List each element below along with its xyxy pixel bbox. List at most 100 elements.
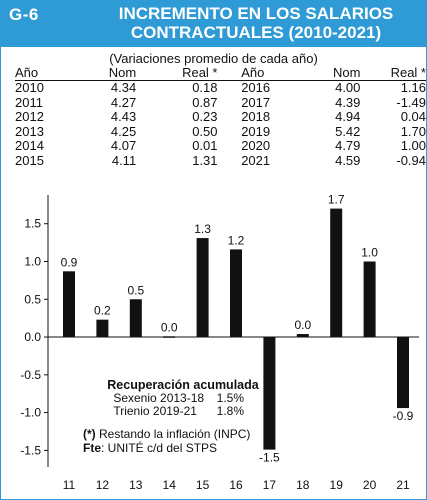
real-cell: 0.18 [192,80,218,95]
recovery-title: Recuperación acumulada [107,378,259,392]
header-real-1: Real * [136,65,218,81]
year-cell: 2017 [241,94,271,110]
nom-cell: 4.43 [110,109,137,125]
recovery-label: Trienio 2019-21 [113,404,197,418]
table-row: 2014 4.07 0.01 2020 4.79 1.00 [15,139,426,154]
header-year-2: Año [241,65,282,81]
figure-id: G-6 [9,5,39,24]
nom-cell: 4.07 [110,138,137,154]
inflation-note: (*) Restando la inflación (INPC) [83,427,250,441]
table-row: 2010 4.34 0.18 2016 4.00 1.16 [15,80,426,96]
data-label: 0.0 [294,318,311,332]
nom-cell: 4.00 [335,80,361,95]
bar [296,334,309,338]
real-cell: 1.31 [192,152,218,168]
nom-cell: 4.94 [335,109,361,125]
x-tick-label: 17 [263,478,277,492]
nom-cell: 4.27 [110,94,137,110]
year-cell: 2015 [15,152,44,168]
year-cell: 2013 [15,123,44,139]
recovery-row: Sexenio 2013-18 1.5% [83,392,283,405]
x-tick-label: 20 [363,478,377,492]
x-tick-label: 12 [96,478,110,492]
title-line-1: INCREMENTO EN LOS SALARIOS [118,4,394,23]
nom-cell: 4.39 [335,94,361,110]
x-tick-label: 15 [196,478,210,492]
year-cell: 2020 [241,138,271,154]
y-tick-label: -0.5 [20,368,41,382]
data-label: 1.2 [228,233,245,247]
y-tick-label: 0.5 [24,292,41,306]
nom-cell: 4.79 [335,138,361,154]
real-cell: 1.00 [400,138,426,154]
year-cell: 2014 [15,138,44,154]
real-cell: 0.87 [192,94,218,110]
nom-cell: 4.25 [110,123,137,139]
bar [330,208,343,338]
chart-subtitle: (Variaciones promedio de cada año) [109,51,318,66]
year-cell: 2016 [241,80,271,95]
table-body: 2010 4.34 0.18 2016 4.00 1.16 2011 4.27 0.87 2017… [15,80,426,169]
bar [397,337,409,409]
source-text: : UNITÉ c/d del STPS [101,441,218,455]
real-cell: 0.01 [192,138,218,154]
x-tick-label: 13 [129,478,143,492]
data-label: 0.5 [127,283,144,297]
nom-cell: 4.11 [111,152,137,168]
x-tick-label: 18 [296,478,310,492]
bar [96,319,109,338]
x-tick-label: 21 [396,478,410,492]
x-tick-label: 19 [330,478,344,492]
real-cell: 0.23 [192,109,218,125]
bar [263,337,276,450]
x-tick-label: 14 [163,478,177,492]
real-cell: 1.70 [400,123,426,139]
bar [363,261,376,338]
title-line-2: CONTRACTUALES (2010-2021) [130,23,382,42]
y-tick-label: 1.5 [24,217,41,231]
source-label: Fte [83,441,101,455]
bar [163,336,176,338]
bar [129,299,142,338]
data-label: 0.2 [94,304,111,318]
recovery-label: Sexenio 2013-18 [113,391,205,405]
table-row: 2012 4.43 0.23 2018 4.94 0.04 [15,110,426,125]
recovery-row: Trienio 2019-21 1.8% [83,405,283,418]
year-cell: 2019 [241,123,271,139]
recovery-value: 1.5% [216,391,245,405]
x-tick-label: 11 [63,478,76,492]
data-label: 0.9 [61,255,78,269]
data-label: 1.7 [328,193,345,207]
header-gap [217,65,242,81]
table-row: 2013 4.25 0.50 2019 5.42 1.70 [15,123,426,140]
bar [230,249,242,338]
y-tick-label: -1.0 [20,406,41,420]
header-real-2: Real * [360,65,426,81]
data-label: -1.5 [259,451,280,465]
nom-cell: 4.59 [335,152,361,168]
year-cell: 2011 [15,94,43,110]
real-cell: -0.94 [396,152,426,168]
data-label: -0.9 [393,409,414,423]
y-tick-label: -1.5 [20,443,41,457]
year-cell: 2012 [15,109,44,125]
real-cell: 0.04 [400,109,426,125]
real-cell: -1.49 [396,94,426,110]
inflation-note-text: Restando la inflación (INPC) [95,427,251,441]
year-cell: 2010 [15,80,44,95]
data-label: 0.0 [161,320,178,334]
header-nom-1: Nom [54,65,137,81]
table-row: 2015 4.11 1.31 2021 4.59 -0.94 [15,152,426,169]
chart-title: INCREMENTO EN LOS SALARIOS CONTRACTUALES… [96,4,416,42]
header-bar: G-6 INCREMENTO EN LOS SALARIOS CONTRACTU… [1,1,426,47]
bar [63,271,75,338]
footnotes: (*) Restando la inflación (INPC) Fte: UN… [83,427,250,455]
source-note: Fte: UNITÉ c/d del STPS [83,441,250,455]
salary-table: Año Nom Real * Año Nom Real * 2010 4.34 0.… [15,65,426,169]
data-label: 1.3 [194,222,211,236]
asterisk-mark: (*) [83,427,96,441]
recovery-note: Recuperación acumulada Sexenio 2013-18 1… [83,379,283,418]
header-nom-2: Nom [281,65,361,81]
